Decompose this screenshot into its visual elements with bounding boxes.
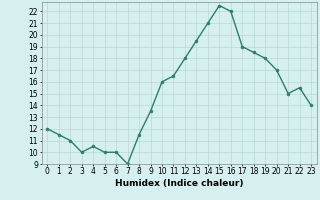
X-axis label: Humidex (Indice chaleur): Humidex (Indice chaleur) [115,179,244,188]
